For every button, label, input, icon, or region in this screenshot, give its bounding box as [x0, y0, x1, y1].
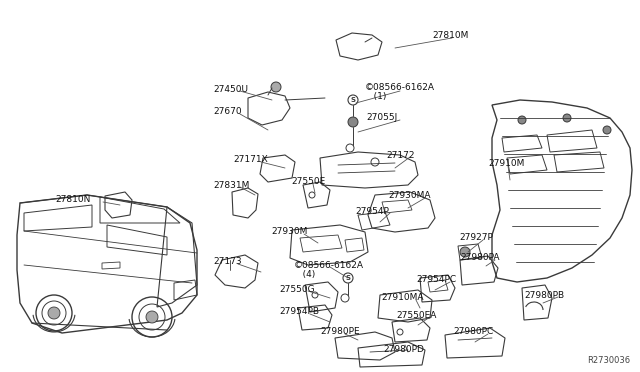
- Text: 27954PC: 27954PC: [416, 276, 456, 285]
- Text: ©08566-6162A: ©08566-6162A: [294, 260, 364, 269]
- Text: 27980PB: 27980PB: [524, 291, 564, 299]
- Circle shape: [146, 311, 158, 323]
- Circle shape: [518, 116, 526, 124]
- Text: 27172: 27172: [386, 151, 415, 160]
- Text: 27810N: 27810N: [55, 196, 90, 205]
- Text: 27831M: 27831M: [213, 180, 250, 189]
- Text: 27930M: 27930M: [271, 228, 307, 237]
- Text: 27980PC: 27980PC: [453, 327, 493, 337]
- Text: 27927P: 27927P: [459, 234, 493, 243]
- Text: 27055J: 27055J: [366, 113, 397, 122]
- Text: S: S: [351, 97, 355, 103]
- Text: 27980PA: 27980PA: [460, 253, 499, 263]
- Circle shape: [271, 82, 281, 92]
- Text: 27450U: 27450U: [213, 84, 248, 93]
- Text: 27550E: 27550E: [291, 177, 325, 186]
- Text: (1): (1): [365, 93, 387, 102]
- Text: 27550G: 27550G: [279, 285, 315, 294]
- Text: 27910MA: 27910MA: [381, 294, 424, 302]
- Text: 27980PE: 27980PE: [320, 327, 360, 337]
- Text: 27550EA: 27550EA: [396, 311, 436, 320]
- Text: 27670: 27670: [213, 108, 242, 116]
- Text: 27980PD: 27980PD: [383, 346, 424, 355]
- Text: 27173: 27173: [213, 257, 242, 266]
- Text: 27910M: 27910M: [488, 160, 524, 169]
- Text: S: S: [346, 275, 351, 281]
- Text: 27954PB: 27954PB: [279, 308, 319, 317]
- Circle shape: [348, 117, 358, 127]
- Text: 27930MA: 27930MA: [388, 192, 431, 201]
- Circle shape: [48, 307, 60, 319]
- Text: (4): (4): [294, 269, 316, 279]
- Text: 27171X: 27171X: [233, 155, 268, 164]
- Text: 27954P: 27954P: [355, 206, 389, 215]
- Circle shape: [460, 247, 470, 257]
- Text: ©08566-6162A: ©08566-6162A: [365, 83, 435, 93]
- Circle shape: [603, 126, 611, 134]
- Text: R2730036: R2730036: [587, 356, 630, 365]
- Text: 27810M: 27810M: [432, 31, 468, 39]
- Circle shape: [563, 114, 571, 122]
